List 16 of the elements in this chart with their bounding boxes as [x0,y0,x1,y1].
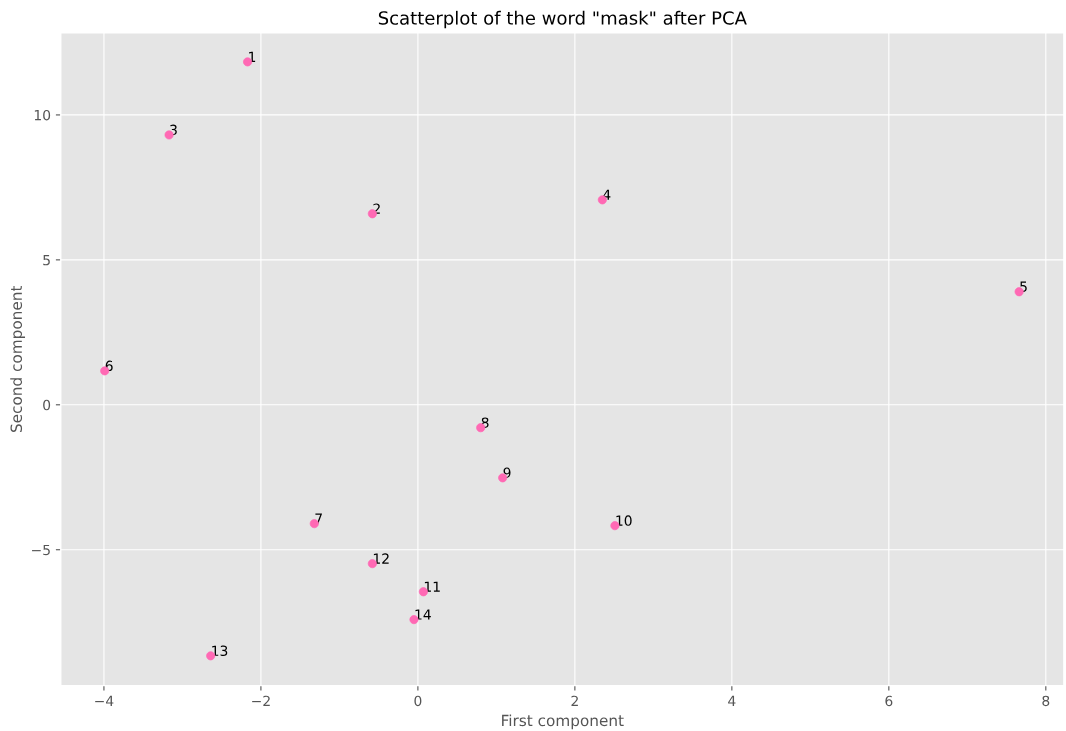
y-axis-title: Second component [10,285,26,433]
y-tick-label: 0 [43,399,51,411]
x-tick-label: −2 [252,695,270,706]
x-tick-label: −4 [95,695,114,706]
x-tick-label: 8 [1042,695,1050,707]
x-tick-label: 2 [571,695,578,706]
x-tick-label: 4 [728,695,736,706]
x-tick-label: 0 [414,695,422,707]
annotation: 13 [212,645,228,657]
y-tick-label: 5 [43,255,50,266]
x-tick-label: 6 [885,695,893,707]
y-tick-label: −5 [32,544,50,556]
chart-title: Scatterplot of the word "mask" after PCA [378,10,747,29]
annotation: 12 [373,553,389,564]
x-axis-title: First component [502,714,624,730]
y-tick-label: 10 [34,109,51,121]
